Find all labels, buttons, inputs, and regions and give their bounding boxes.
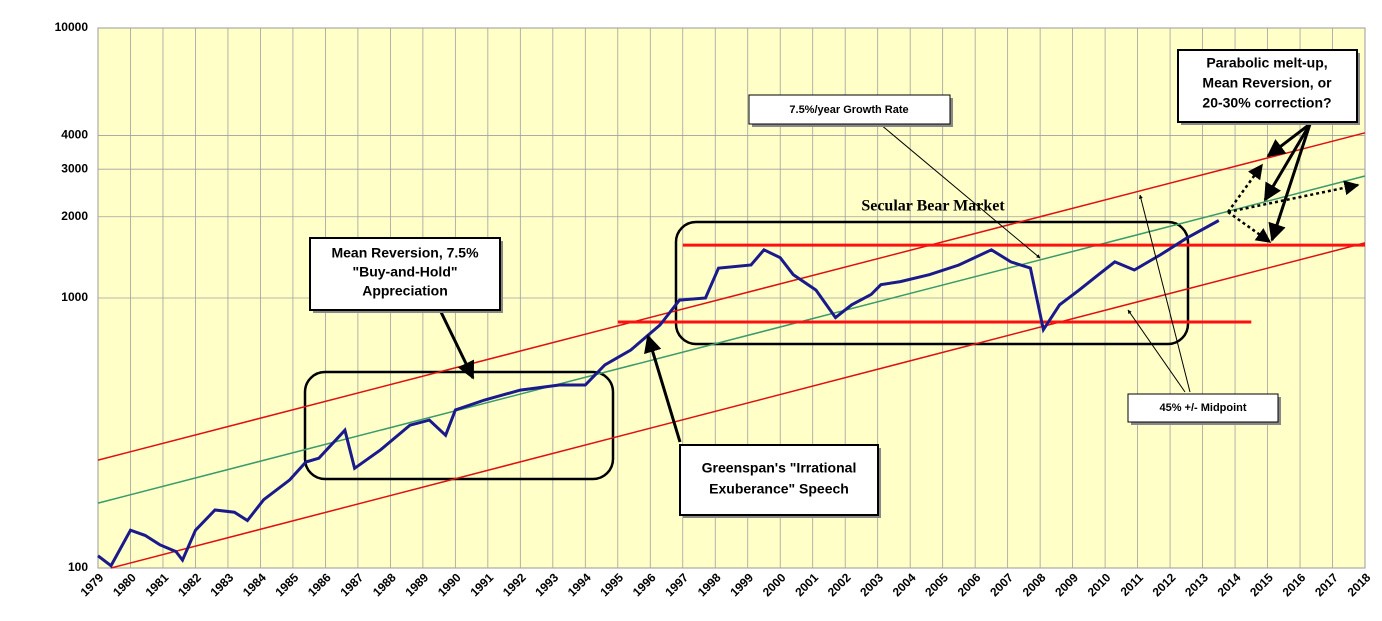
arrow <box>1263 123 1312 202</box>
annotation-text: Greenspan's "Irrational <box>702 460 857 476</box>
x-tick-label: 2009 <box>1052 570 1081 599</box>
annotation-text: 20-30% correction? <box>1202 95 1331 111</box>
x-tick-label: 1997 <box>662 570 691 599</box>
annotation-box <box>679 444 879 516</box>
x-tick-label: 2018 <box>1345 570 1374 599</box>
annotation-text: Parabolic melt-up, <box>1206 55 1327 71</box>
x-tick-label: 2007 <box>987 570 1016 599</box>
series-line <box>110 242 1366 569</box>
x-tick-label: 1993 <box>532 570 561 599</box>
x-tick-label: 1996 <box>630 570 659 599</box>
x-tick-label: 2010 <box>1085 570 1114 599</box>
arrow <box>1227 180 1360 214</box>
annotation-box <box>748 94 951 125</box>
x-tick-label: 2017 <box>1312 570 1341 599</box>
y-tick-label: 2000 <box>61 209 88 223</box>
period-box <box>674 220 1190 346</box>
annotation-text: Appreciation <box>362 283 448 299</box>
annotation-text: 7.5%/year Growth Rate <box>789 104 908 116</box>
x-tick-label: 1984 <box>240 570 269 599</box>
x-tick-label: 1981 <box>143 570 172 599</box>
x-tick-label: 1988 <box>370 570 399 599</box>
annotation-text: "Buy-and-Hold" <box>352 264 457 280</box>
annotation-box <box>1127 393 1279 423</box>
x-tick-label: 2015 <box>1247 570 1276 599</box>
x-tick-label: 2000 <box>760 570 789 599</box>
x-tick-label: 1983 <box>208 570 237 599</box>
annotation-text: 45% +/- Midpoint <box>1159 402 1246 414</box>
x-tick-label: 2004 <box>890 570 919 599</box>
y-tick-label: 100 <box>68 560 88 574</box>
x-tick-label: 2006 <box>955 570 984 599</box>
arrow <box>1127 309 1186 393</box>
annotation-text: Exuberance" Speech <box>709 481 849 497</box>
arrow <box>1226 163 1264 213</box>
annotation-text: Mean Reversion, 7.5% <box>331 245 479 261</box>
x-tick-label: 1980 <box>110 570 139 599</box>
arrow <box>1138 194 1191 393</box>
arrow <box>644 334 682 443</box>
annotation-box <box>1177 49 1358 123</box>
annotation-text: Mean Reversion, or <box>1202 75 1332 91</box>
x-tick-label: 1991 <box>467 570 496 599</box>
arrow <box>1266 122 1311 158</box>
x-tick-label: 1985 <box>273 570 302 599</box>
arrow <box>1227 210 1272 244</box>
x-tick-label: 2003 <box>857 570 886 599</box>
x-tick-label: 1989 <box>402 570 431 599</box>
x-tick-label: 2016 <box>1280 570 1309 599</box>
y-tick-label: 4000 <box>61 128 88 142</box>
x-tick-label: 2008 <box>1020 570 1049 599</box>
arrow <box>879 123 1041 259</box>
x-tick-label: 1998 <box>695 570 724 599</box>
x-tick-label: 1994 <box>565 570 594 599</box>
x-tick-label: 2014 <box>1215 570 1244 599</box>
annotation-text: Secular Bear Market <box>861 198 1005 215</box>
y-tick-label: 1000 <box>61 290 88 304</box>
y-tick-label: 3000 <box>61 161 88 175</box>
x-tick-label: 1999 <box>727 570 756 599</box>
arrow <box>1268 123 1312 242</box>
x-tick-label: 2002 <box>825 570 854 599</box>
arrow <box>438 309 475 380</box>
x-tick-label: 1979 <box>78 570 107 599</box>
x-tick-label: 2011 <box>1118 570 1147 599</box>
x-tick-label: 1995 <box>597 570 626 599</box>
x-tick-label: 1982 <box>175 570 204 599</box>
x-tick-label: 2005 <box>922 570 951 599</box>
series-line <box>97 175 1366 504</box>
y-tick-label: 10000 <box>55 20 89 34</box>
x-tick-label: 2012 <box>1150 570 1179 599</box>
annotation-box <box>309 237 501 311</box>
x-tick-label: 2013 <box>1182 570 1211 599</box>
x-tick-label: 1990 <box>435 570 464 599</box>
x-tick-label: 1992 <box>500 570 529 599</box>
x-tick-label: 1987 <box>337 570 366 599</box>
x-tick-label: 1986 <box>305 570 334 599</box>
series-line <box>97 132 1366 461</box>
x-tick-label: 2001 <box>792 570 821 599</box>
